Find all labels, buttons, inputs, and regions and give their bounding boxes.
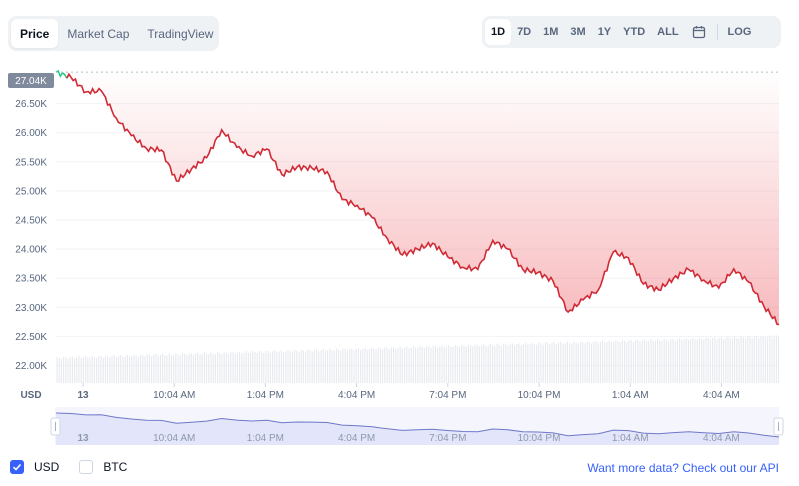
current-price-label: 27.04K bbox=[15, 76, 47, 87]
x-tick-label: 10:04 AM bbox=[153, 390, 195, 401]
y-tick-label: 25.00K bbox=[15, 186, 47, 197]
y-tick-label: 22.50K bbox=[15, 332, 47, 343]
currency-axis-label: USD bbox=[20, 390, 41, 401]
calendar-icon[interactable] bbox=[685, 19, 713, 45]
y-tick-label: 24.50K bbox=[15, 216, 47, 227]
navigator-x-tick-label: 4:04 AM bbox=[703, 433, 740, 444]
navigator-x-tick-label: 7:04 PM bbox=[429, 433, 466, 444]
x-tick-label: 13 bbox=[77, 390, 89, 401]
divider bbox=[716, 24, 718, 40]
time-range-selector: 1D 7D 1M 3M 1Y YTD ALL LOG bbox=[482, 16, 781, 48]
usd-checkbox[interactable] bbox=[10, 460, 24, 474]
range-1d-button[interactable]: 1D bbox=[485, 19, 512, 45]
legend-btc-label: BTC bbox=[103, 460, 128, 474]
price-line-up-segment bbox=[55, 69, 68, 79]
api-promo-text: Want more data? bbox=[587, 461, 679, 475]
range-1y-button[interactable]: 1Y bbox=[597, 26, 612, 38]
api-promo: Want more data? Check out our API bbox=[587, 461, 779, 475]
navigator-x-tick-label: 13 bbox=[77, 433, 89, 444]
y-tick-label: 23.00K bbox=[15, 303, 47, 314]
api-link[interactable]: Check out our API bbox=[682, 461, 779, 475]
x-tick-label: 10:04 PM bbox=[518, 390, 561, 401]
navigator-area bbox=[56, 413, 779, 445]
navigator-x-tick-label: 1:04 AM bbox=[612, 433, 649, 444]
tab-price[interactable]: Price bbox=[11, 19, 59, 48]
y-tick-label: 24.00K bbox=[15, 245, 47, 256]
current-price-badge bbox=[8, 73, 54, 88]
log-scale-button[interactable]: LOG bbox=[727, 26, 752, 38]
check-icon bbox=[12, 463, 22, 471]
price-line bbox=[66, 72, 780, 326]
y-tick-label: 25.50K bbox=[15, 157, 47, 168]
y-tick-label: 22.00K bbox=[15, 361, 47, 372]
legend-btc[interactable]: BTC bbox=[79, 460, 127, 474]
navigator-line bbox=[55, 412, 780, 438]
currency-legend: USD BTC bbox=[10, 460, 147, 474]
y-tick-label: 23.50K bbox=[15, 274, 47, 285]
price-area-fill bbox=[56, 70, 779, 325]
y-tick-label: 26.50K bbox=[15, 99, 47, 110]
navigator-x-tick-label: 1:04 PM bbox=[247, 433, 284, 444]
navigator-x-tick-label: 10:04 AM bbox=[153, 433, 195, 444]
x-tick-label: 4:04 AM bbox=[703, 390, 740, 401]
range-1m-button[interactable]: 1M bbox=[543, 26, 559, 38]
legend-usd[interactable]: USD bbox=[10, 460, 59, 474]
x-tick-label: 1:04 AM bbox=[612, 390, 649, 401]
range-7d-button[interactable]: 7D bbox=[517, 26, 532, 38]
range-ytd-button[interactable]: YTD bbox=[623, 26, 646, 38]
x-tick-label: 4:04 PM bbox=[338, 390, 375, 401]
tab-tradingview[interactable]: TradingView bbox=[147, 26, 214, 41]
legend-usd-label: USD bbox=[34, 460, 60, 474]
x-tick-label: 1:04 PM bbox=[247, 390, 284, 401]
btc-checkbox[interactable] bbox=[79, 460, 94, 474]
range-3m-button[interactable]: 3M bbox=[570, 26, 586, 38]
y-tick-label: 26.00K bbox=[15, 128, 47, 139]
navigator-x-tick-label: 4:04 PM bbox=[338, 433, 375, 444]
range-all-button[interactable]: ALL bbox=[657, 26, 679, 38]
tab-market-cap[interactable]: Market Cap bbox=[67, 26, 130, 41]
navigator-x-tick-label: 10:04 PM bbox=[518, 433, 561, 444]
x-tick-label: 7:04 PM bbox=[429, 390, 466, 401]
chart-type-tabs: Price Market Cap TradingView bbox=[8, 16, 219, 51]
